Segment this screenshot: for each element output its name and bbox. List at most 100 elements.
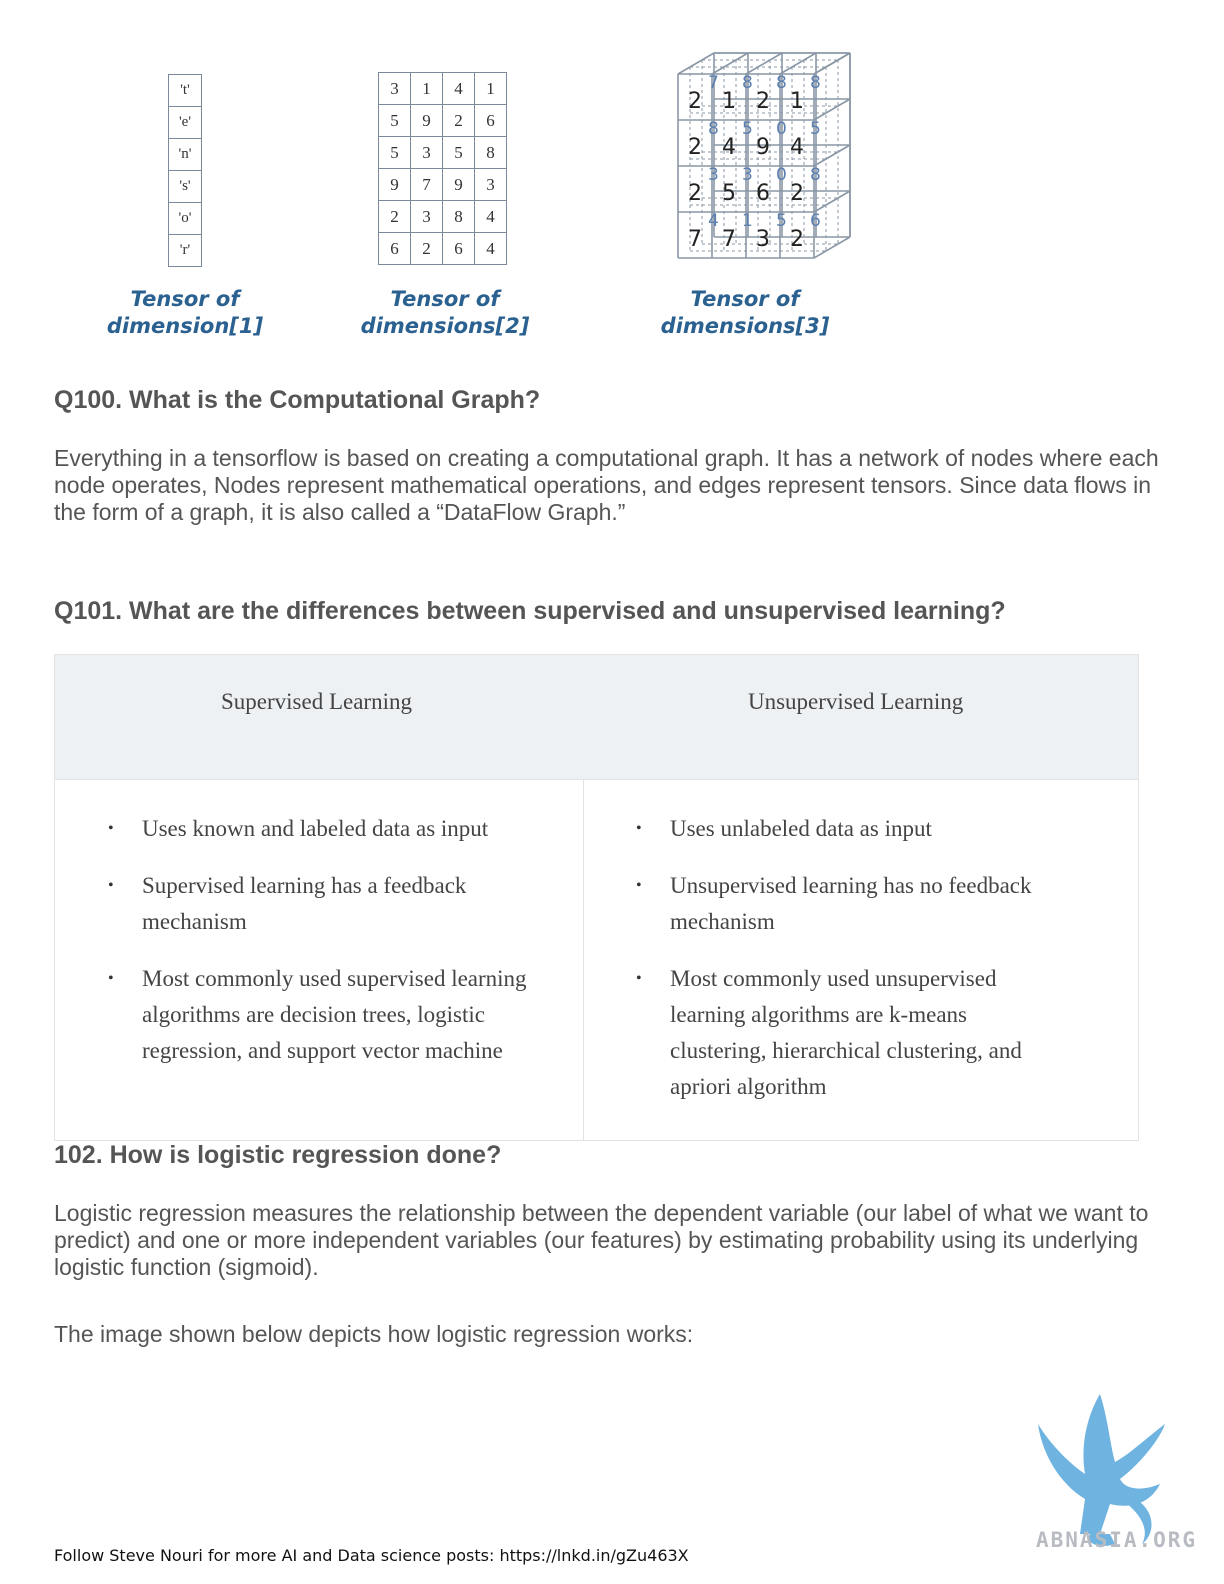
- list-item-text: Most commonly used unsupervised learning…: [670, 966, 1022, 1099]
- tensor-2d-cell: 8: [442, 200, 475, 233]
- tensor-figure: 't' 'e' 'n' 's' 'o' 'r' Tensor of dimens…: [0, 0, 1224, 360]
- q101-heading: Q101. What are the differences between s…: [54, 597, 1006, 625]
- tensor-3d-front-value: 4: [790, 135, 804, 160]
- tensor-3d-back-value: 5: [742, 119, 753, 139]
- tensor-2d-cell: 5: [442, 136, 475, 169]
- tensor-1d-cell: 'n': [168, 138, 202, 171]
- tensor-3d-back-value: 8: [742, 73, 753, 93]
- tensor-3d-gridline: [813, 190, 851, 213]
- q102-body: Logistic regression measures the relatio…: [54, 1200, 1149, 1280]
- tensor-3d-front-value: 9: [756, 135, 770, 160]
- tensor-3d-back-value: 8: [810, 165, 821, 185]
- tensor-1d-cell: 'o': [168, 202, 202, 235]
- tensor-3d-back-value: 4: [708, 211, 719, 231]
- col-header-supervised: Supervised Learning: [221, 689, 412, 714]
- list-item: • Most commonly used supervised learning …: [108, 961, 532, 1069]
- footer-text[interactable]: Follow Steve Nouri for more AI and Data …: [54, 1546, 689, 1565]
- col-header-unsupervised: Unsupervised Learning: [748, 689, 964, 714]
- tensor-2d-cell: 9: [410, 104, 443, 137]
- tensor-3d-back-value: 5: [810, 119, 821, 139]
- caption-line: Tensor of: [130, 287, 240, 311]
- caption-line: dimensions[2]: [360, 314, 530, 338]
- tensor-3d-gridline: [745, 52, 783, 75]
- tensor-3d-front-value: 1: [790, 89, 804, 114]
- tensor-1d-cell: 's': [168, 170, 202, 203]
- tensor-1d-cell: 't': [168, 74, 202, 107]
- list-item-text: Unsupervised learning has no feedback me…: [670, 873, 1032, 934]
- tensor-3d-back-value: 0: [776, 165, 787, 185]
- tensor-2d-cell: 9: [442, 168, 475, 201]
- griffin-logo-icon: [1038, 1394, 1165, 1546]
- row-divider: [55, 779, 1138, 780]
- tensor-2d-cell: 2: [410, 232, 443, 265]
- tensor-3d-back-value: 8: [776, 73, 787, 93]
- logo-text: ABNASIA.ORG: [1036, 1528, 1198, 1552]
- tensor-3d-back-value: 3: [742, 165, 753, 185]
- caption-line: dimensions[3]: [660, 314, 830, 338]
- list-item: • Uses known and labeled data as input: [108, 811, 532, 847]
- list-item-text: Uses known and labeled data as input: [142, 816, 489, 841]
- tensor-2d-cell: 1: [474, 72, 507, 105]
- bullet-icon: •: [636, 970, 642, 987]
- q100-body: Everything in a tensorflow is based on c…: [54, 445, 1159, 525]
- tensor-3d-front-value: 2: [688, 181, 702, 206]
- list-item-text: Supervised learning has a feedback mecha…: [142, 873, 467, 934]
- tensor-3d-gridline: [779, 52, 817, 75]
- list-item: • Uses unlabeled data as input: [636, 811, 1060, 847]
- tensor-3d-front-value: 7: [688, 227, 702, 252]
- caption-line: dimension[1]: [106, 314, 264, 338]
- tensor-3d-front-value: 4: [722, 135, 736, 160]
- caption-line: Tensor of: [390, 287, 500, 311]
- tensor-2d-cell: 2: [378, 200, 411, 233]
- tensor-3d-back-value: 8: [810, 73, 821, 93]
- tensor-2d-cell: 4: [474, 200, 507, 233]
- tensor-3d-back-value: 8: [708, 119, 719, 139]
- tensor-3d-back-value: 1: [742, 211, 753, 231]
- tensor-2d-cell: 4: [474, 232, 507, 265]
- tensor-3d-gridline: [813, 98, 851, 121]
- tensor-3d-front-value: 2: [790, 181, 804, 206]
- tensor-3d-caption: Tensor of dimensions[3]: [660, 286, 830, 340]
- tensor-3d-front-value: 7: [722, 227, 736, 252]
- table-header-row: [55, 655, 1138, 779]
- tensor-3d-front-value: 2: [688, 135, 702, 160]
- tensor-3d-back-value: 5: [776, 211, 787, 231]
- tensor-2d-cell: 1: [410, 72, 443, 105]
- caption-line: Tensor of: [690, 287, 800, 311]
- supervised-list: • Uses known and labeled data as input • S…: [108, 811, 532, 1090]
- tensor-3d-front-value: 2: [688, 89, 702, 114]
- tensor-1d: 't' 'e' 'n' 's' 'o' 'r': [168, 74, 202, 267]
- tensor-3d-back-value: 7: [708, 73, 719, 93]
- tensor-3d: 7 8 8 88 5 0 53 3 0 84 1 5 62 1 2 12 4 9 42 5 6 27 7 3 2: [677, 52, 851, 259]
- list-item: • Unsupervised learning has no feedback m…: [636, 868, 1060, 940]
- bullet-icon: •: [108, 877, 114, 894]
- q100-heading: Q100. What is the Computational Graph?: [54, 386, 541, 414]
- bullet-icon: •: [636, 820, 642, 837]
- tensor-2d-caption: Tensor of dimensions[2]: [360, 286, 530, 340]
- list-item-text: Most commonly used supervised learning a…: [142, 966, 527, 1063]
- tensor-3d-gridline: [711, 52, 749, 75]
- tensor-3d-front-value: 6: [756, 181, 770, 206]
- tensor-3d-gridline: [813, 236, 851, 259]
- tensor-1d-cell: 'r': [168, 234, 202, 267]
- tensor-2d-cell: 5: [378, 136, 411, 169]
- tensor-2d-cell: 3: [410, 200, 443, 233]
- tensor-2d-cell: 8: [474, 136, 507, 169]
- tensor-3d-front-value: 1: [722, 89, 736, 114]
- tensor-1d-caption: Tensor of dimension[1]: [100, 286, 270, 340]
- tensor-3d-front-value: 3: [756, 227, 770, 252]
- q102-heading: 102. How is logistic regression done?: [54, 1141, 502, 1169]
- tensor-1d-cell: 'e': [168, 106, 202, 139]
- bullet-icon: •: [636, 877, 642, 894]
- tensor-3d-gridline: [813, 144, 851, 167]
- tensor-2d-cell: 3: [378, 72, 411, 105]
- tensor-2d-cell: 6: [378, 232, 411, 265]
- unsupervised-list: • Uses unlabeled data as input • Unsupervi…: [636, 811, 1060, 1126]
- tensor-3d-back-value: 0: [776, 119, 787, 139]
- tensor-3d-back-value: 6: [810, 211, 821, 231]
- list-item: • Supervised learning has a feedback mech…: [108, 868, 532, 940]
- tensor-3d-gridline: [677, 52, 715, 75]
- bullet-icon: •: [108, 820, 114, 837]
- tensor-2d-cell: 6: [442, 232, 475, 265]
